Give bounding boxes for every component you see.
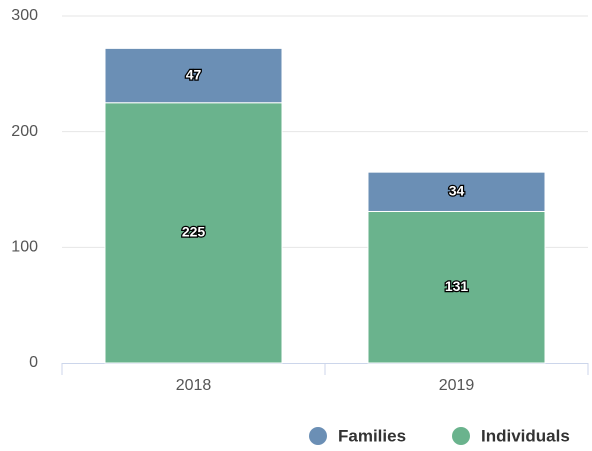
bar-segment (367, 210, 546, 364)
y-tick-label: 100 (11, 239, 38, 256)
legend-marker (452, 427, 470, 445)
y-tick-label: 200 (11, 123, 38, 140)
y-tick-label: 300 (11, 7, 38, 24)
data-label: 34 (449, 183, 465, 199)
legend-label: Families (338, 426, 406, 445)
bar-segment (104, 102, 283, 364)
legend-marker (309, 427, 327, 445)
data-label: 131 (445, 278, 469, 294)
legend-label: Individuals (481, 426, 570, 445)
y-tick-label: 0 (29, 354, 38, 371)
x-tick-label: 2019 (439, 377, 475, 394)
data-label: 47 (186, 66, 202, 82)
data-label: 225 (182, 224, 206, 240)
bar-segment (104, 47, 283, 104)
bar-segment (367, 171, 546, 212)
x-tick-label: 2018 (176, 377, 212, 394)
